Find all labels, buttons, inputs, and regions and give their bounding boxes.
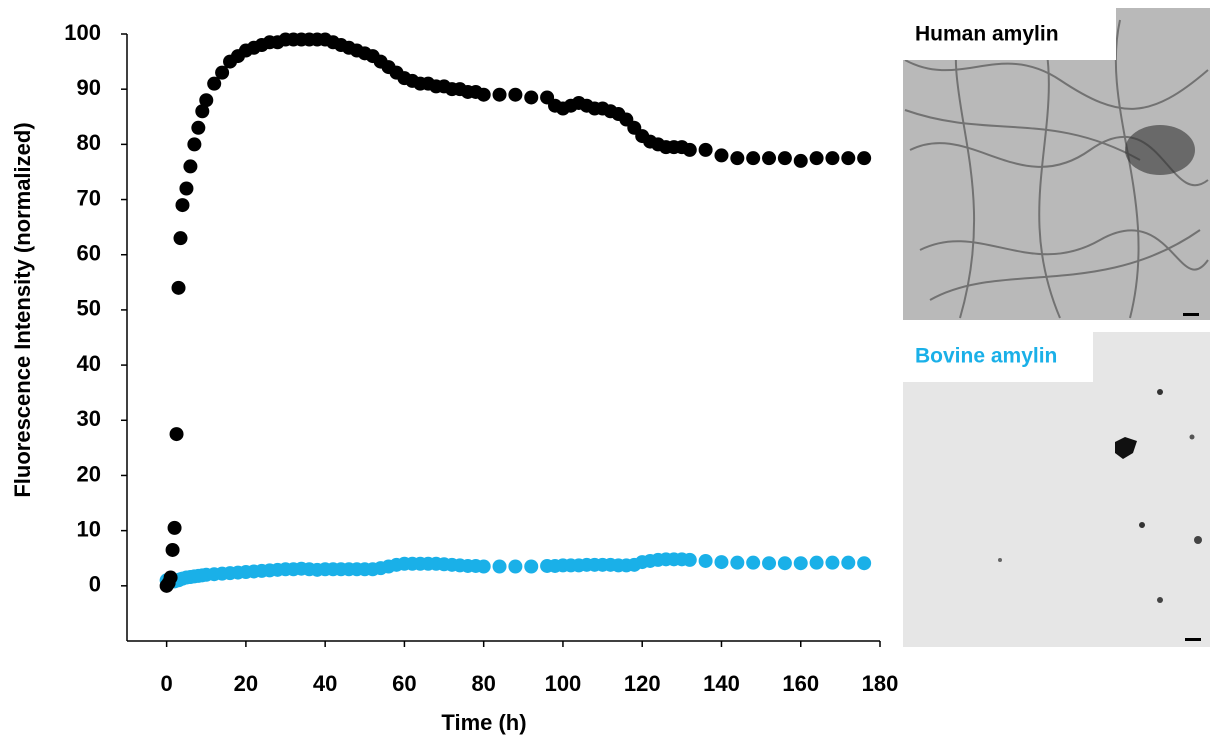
data-point <box>167 520 182 535</box>
data-point <box>777 151 792 166</box>
x-tick-label: 40 <box>313 671 337 696</box>
panel-label-bg <box>903 332 1093 382</box>
y-tick-label: 100 <box>64 20 101 45</box>
data-point <box>809 151 824 166</box>
data-point <box>809 555 824 570</box>
data-point <box>857 556 872 571</box>
data-point <box>476 87 491 102</box>
panel-label: Bovine amylin <box>915 345 1057 368</box>
data-point <box>730 555 745 570</box>
data-point <box>698 553 713 568</box>
y-axis-title: Fluorescence Intensity (normalized) <box>10 122 35 497</box>
x-tick-label: 140 <box>703 671 740 696</box>
y-tick-label: 80 <box>77 130 101 155</box>
y-tick-label: 90 <box>77 75 101 100</box>
x-tick-label: 20 <box>234 671 258 696</box>
x-tick-label: 180 <box>862 671 899 696</box>
y-tick-label: 60 <box>77 241 101 266</box>
data-point <box>163 570 178 585</box>
data-point <box>179 181 194 196</box>
data-point <box>682 142 697 157</box>
panel-label-bg <box>903 8 1116 60</box>
x-axis-title: Time (h) <box>441 710 526 735</box>
data-point <box>508 87 523 102</box>
x-tick-label: 100 <box>545 671 582 696</box>
x-tick-label: 120 <box>624 671 661 696</box>
data-point <box>841 555 856 570</box>
data-point <box>762 151 777 166</box>
data-point <box>195 104 210 119</box>
data-point <box>171 280 186 295</box>
y-tick-label: 50 <box>77 296 101 321</box>
y-tick-label: 40 <box>77 351 101 376</box>
data-point <box>183 159 198 174</box>
x-tick-label: 160 <box>782 671 819 696</box>
data-point <box>199 93 214 108</box>
data-point <box>714 555 729 570</box>
data-point <box>524 559 539 574</box>
data-point <box>762 556 777 571</box>
data-point <box>825 151 840 166</box>
x-tick-label: 60 <box>392 671 416 696</box>
data-point <box>492 559 507 574</box>
micrograph-bovine <box>903 332 1210 647</box>
data-point <box>682 552 697 567</box>
data-point <box>730 151 745 166</box>
data-point <box>746 555 761 570</box>
y-tick-label: 20 <box>77 461 101 486</box>
panel-label: Human amylin <box>915 23 1059 46</box>
data-point <box>825 555 840 570</box>
data-point <box>169 427 184 442</box>
y-tick-label: 30 <box>77 406 101 431</box>
data-point <box>524 90 539 105</box>
data-point <box>714 148 729 163</box>
data-point <box>746 151 761 166</box>
data-point <box>492 87 507 102</box>
data-point <box>165 542 180 557</box>
data-point <box>175 198 190 213</box>
data-point <box>841 151 856 166</box>
data-point <box>857 151 872 166</box>
data-point <box>793 556 808 571</box>
data-point <box>777 556 792 571</box>
y-tick-label: 10 <box>77 516 101 541</box>
y-tick-label: 70 <box>77 185 101 210</box>
data-point <box>508 559 523 574</box>
data-point <box>207 76 222 91</box>
data-point <box>215 65 230 80</box>
data-point <box>698 142 713 157</box>
data-point <box>476 559 491 574</box>
data-point <box>173 231 188 246</box>
data-point <box>187 137 202 152</box>
data-point <box>191 120 206 135</box>
x-tick-label: 80 <box>471 671 495 696</box>
x-tick-label: 0 <box>161 671 173 696</box>
y-tick-label: 0 <box>89 572 101 597</box>
data-point <box>793 153 808 168</box>
